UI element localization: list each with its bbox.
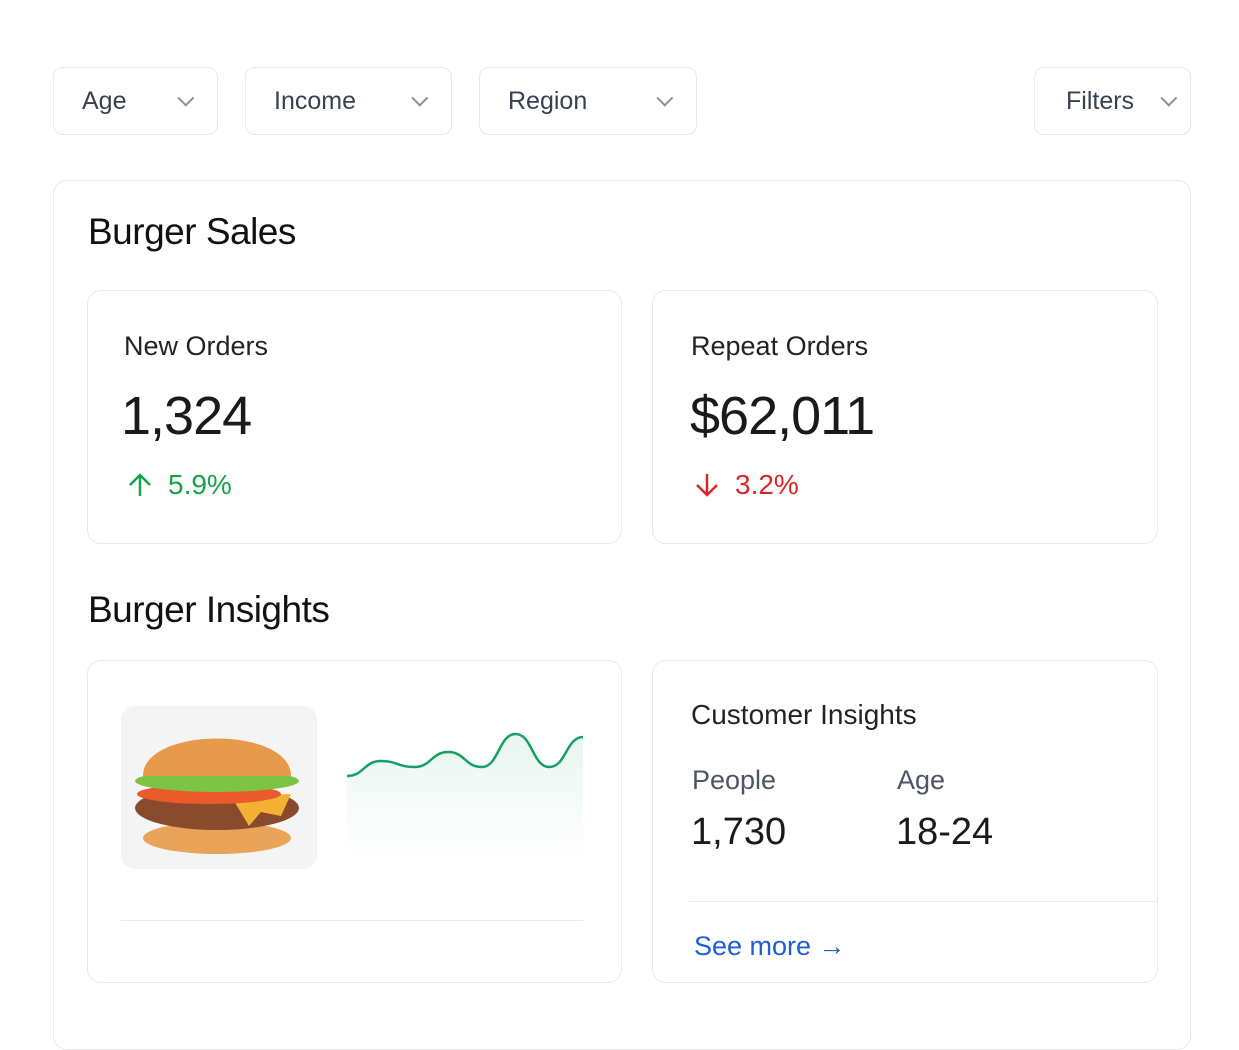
new-orders-delta: 5.9% xyxy=(126,469,232,501)
chevron-down-icon xyxy=(656,89,674,107)
divider xyxy=(121,920,583,921)
chevron-down-icon xyxy=(1160,89,1178,107)
new-orders-delta-value: 5.9% xyxy=(168,469,232,500)
burger-insight-card xyxy=(87,660,622,983)
see-more-link[interactable]: See more → xyxy=(694,931,846,961)
burger-sales-title: Burger Sales xyxy=(88,211,296,252)
filters-button[interactable]: Filters xyxy=(1034,67,1191,135)
customer-insights-title: Customer Insights xyxy=(691,699,917,730)
age-label: Age xyxy=(897,765,946,795)
chevron-down-icon xyxy=(411,89,429,107)
people-label: People xyxy=(692,765,777,795)
burger-image xyxy=(121,706,317,869)
sparkline-line xyxy=(346,732,584,778)
repeat-orders-value: $62,011 xyxy=(690,386,875,446)
repeat-orders-delta-value: 3.2% xyxy=(735,469,799,500)
age-value: 18-24 xyxy=(896,811,994,853)
sparkline-area xyxy=(347,734,583,856)
new-orders-value: 1,324 xyxy=(121,386,252,446)
burger-insights-title: Burger Insights xyxy=(88,589,330,630)
repeat-orders-delta: 3.2% xyxy=(693,469,799,501)
new-orders-label: New Orders xyxy=(124,331,269,361)
sparkline-chart xyxy=(346,732,584,856)
divider xyxy=(689,901,1157,902)
filters-label: Filters xyxy=(1066,86,1135,115)
customer-insights-card: Customer Insights People 1,730 Age 18-24… xyxy=(652,660,1158,983)
region-dropdown-label: Region xyxy=(508,86,588,115)
arrow-down-icon xyxy=(696,474,718,497)
repeat-orders-label: Repeat Orders xyxy=(691,331,869,361)
repeat-orders-card: Repeat Orders $62,011 3.2% xyxy=(652,290,1158,544)
people-value: 1,730 xyxy=(691,811,787,853)
income-dropdown-label: Income xyxy=(274,86,356,115)
arrow-up-icon xyxy=(129,473,151,496)
new-orders-card: New Orders 1,324 5.9% xyxy=(87,290,622,544)
region-dropdown[interactable]: Region xyxy=(479,67,697,135)
age-dropdown-label: Age xyxy=(82,86,127,115)
age-dropdown[interactable]: Age xyxy=(53,67,218,135)
income-dropdown[interactable]: Income xyxy=(245,67,452,135)
chevron-down-icon xyxy=(177,89,195,107)
